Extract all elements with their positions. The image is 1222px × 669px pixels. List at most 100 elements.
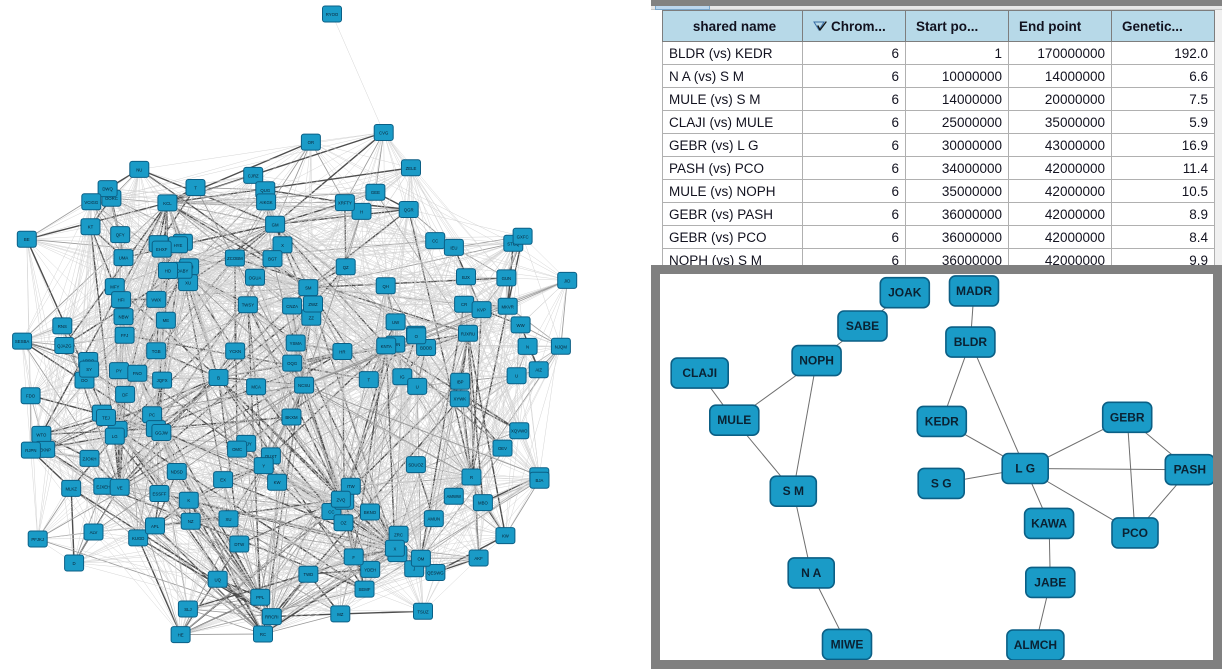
svg-text:YDEH: YDEH bbox=[364, 567, 376, 572]
svg-text:L G: L G bbox=[1015, 462, 1035, 476]
svg-text:VE: VE bbox=[117, 485, 123, 490]
svg-text:ZELE: ZELE bbox=[406, 166, 417, 171]
svg-text:PASH: PASH bbox=[1174, 463, 1206, 477]
svg-text:AMUN: AMUN bbox=[427, 517, 440, 522]
svg-text:WTO: WTO bbox=[36, 432, 47, 437]
svg-text:SLJ: SLJ bbox=[184, 607, 191, 612]
svg-text:EX: EX bbox=[220, 478, 226, 483]
svg-text:SY: SY bbox=[86, 367, 92, 372]
svg-text:NJQM: NJQM bbox=[555, 344, 568, 349]
svg-text:SEMF: SEMF bbox=[359, 587, 371, 592]
svg-text:GUN: GUN bbox=[502, 276, 512, 281]
svg-text:FNO: FNO bbox=[133, 371, 143, 376]
svg-text:HE: HE bbox=[178, 633, 184, 638]
svg-text:KT: KT bbox=[88, 225, 94, 230]
svg-text:FDO: FDO bbox=[26, 394, 36, 399]
svg-text:YSMA: YSMA bbox=[290, 341, 302, 346]
svg-text:Y: Y bbox=[262, 464, 265, 469]
svg-text:OR: OR bbox=[308, 140, 314, 145]
svg-text:CNZA: CNZA bbox=[286, 304, 298, 309]
svg-text:XU: XU bbox=[226, 517, 232, 522]
svg-text:S G: S G bbox=[931, 476, 952, 490]
svg-text:MLKZ: MLKZ bbox=[65, 486, 77, 491]
svg-text:RJPN: RJPN bbox=[25, 448, 36, 453]
svg-text:XYWK: XYWK bbox=[453, 397, 466, 402]
svg-text:JOAK: JOAK bbox=[888, 286, 922, 300]
svg-text:EKNP: EKNP bbox=[39, 447, 51, 452]
svg-text:ESSFF: ESSFF bbox=[152, 492, 166, 497]
svg-text:BGT: BGT bbox=[268, 257, 277, 262]
svg-text:TGB: TGB bbox=[152, 349, 161, 354]
svg-text:KVP: KVP bbox=[477, 308, 486, 313]
svg-text:JQFX: JQFX bbox=[157, 378, 168, 383]
svg-text:LG: LG bbox=[112, 434, 118, 439]
svg-text:RYOO: RYOO bbox=[326, 12, 339, 17]
svg-text:APL: APL bbox=[151, 524, 160, 529]
svg-text:MULE: MULE bbox=[717, 413, 751, 427]
svg-text:AMWW: AMWW bbox=[447, 494, 463, 499]
svg-text:MZ: MZ bbox=[337, 612, 344, 617]
svg-text:QFY: QFY bbox=[116, 233, 125, 238]
svg-text:MBO: MBO bbox=[478, 501, 488, 506]
svg-text:MKVR: MKVR bbox=[501, 304, 513, 309]
svg-text:AIKGK: AIKGK bbox=[260, 200, 273, 205]
svg-text:SM: SM bbox=[305, 286, 312, 291]
svg-text:ZZ: ZZ bbox=[309, 315, 315, 320]
svg-text:WW: WW bbox=[517, 323, 526, 328]
svg-text:TWD: TWD bbox=[304, 572, 314, 577]
svg-text:R: R bbox=[470, 475, 473, 480]
svg-text:RJXRU: RJXRU bbox=[461, 331, 475, 336]
svg-text:XU: XU bbox=[185, 281, 191, 286]
svg-text:GXFC: GXFC bbox=[517, 234, 529, 239]
svg-text:PCO: PCO bbox=[1122, 526, 1148, 540]
svg-text:BKXM: BKXM bbox=[285, 415, 298, 420]
svg-text:XQVWO: XQVWO bbox=[511, 429, 528, 434]
svg-text:CJRZ: CJRZ bbox=[248, 173, 259, 178]
svg-text:CVG: CVG bbox=[379, 131, 389, 136]
svg-text:CLAJI: CLAJI bbox=[682, 366, 717, 380]
svg-text:EJXEH: EJXEH bbox=[96, 484, 110, 489]
svg-text:NCSU: NCSU bbox=[298, 383, 310, 388]
svg-text:BLDR: BLDR bbox=[954, 335, 988, 349]
svg-text:ITW: ITW bbox=[347, 484, 356, 489]
svg-text:B: B bbox=[217, 376, 220, 381]
svg-text:SABE: SABE bbox=[846, 319, 879, 333]
svg-text:RC: RC bbox=[260, 632, 266, 637]
svg-text:KW: KW bbox=[502, 534, 510, 539]
svg-text:MADR: MADR bbox=[956, 284, 992, 298]
svg-text:CR: CR bbox=[461, 302, 467, 307]
svg-text:ZCOBM: ZCOBM bbox=[227, 256, 243, 261]
svg-text:IEU: IEU bbox=[450, 245, 457, 250]
svg-text:YCKN: YCKN bbox=[229, 349, 241, 354]
svg-text:EHXF: EHXF bbox=[156, 247, 168, 252]
svg-text:QZ: QZ bbox=[343, 265, 349, 270]
svg-text:AKF: AKF bbox=[474, 556, 483, 561]
svg-text:XRFTY: XRFTY bbox=[338, 201, 352, 206]
svg-text:OZ: OZ bbox=[341, 521, 347, 526]
svg-text:T: T bbox=[367, 378, 370, 383]
svg-text:U: U bbox=[515, 374, 518, 379]
svg-text:QJAZG: QJAZG bbox=[57, 344, 72, 349]
svg-text:BJA: BJA bbox=[536, 478, 544, 483]
svg-text:KAWA: KAWA bbox=[1031, 516, 1067, 530]
svg-text:VCIGG: VCIGG bbox=[84, 200, 99, 205]
svg-text:GEBR: GEBR bbox=[1110, 410, 1145, 424]
svg-text:FFJ: FFJ bbox=[121, 333, 128, 338]
svg-text:TWSY: TWSY bbox=[242, 303, 255, 308]
svg-text:PY: PY bbox=[116, 369, 122, 374]
svg-text:DTW: DTW bbox=[234, 542, 245, 547]
svg-text:DO: DO bbox=[81, 378, 88, 383]
svg-text:KEDR: KEDR bbox=[925, 414, 959, 428]
svg-text:QUG: QUG bbox=[260, 188, 270, 193]
svg-text:GM: GM bbox=[272, 222, 279, 227]
svg-text:H: H bbox=[360, 209, 363, 214]
svg-text:DF: DF bbox=[122, 392, 128, 397]
svg-text:KNTA: KNTA bbox=[381, 344, 392, 349]
svg-text:RRCRI: RRCRI bbox=[265, 615, 279, 620]
svg-text:NDSD: NDSD bbox=[171, 470, 183, 475]
svg-text:CC: CC bbox=[432, 239, 438, 244]
svg-text:ZJOKH: ZJOKH bbox=[82, 456, 96, 461]
svg-text:RNS: RNS bbox=[58, 324, 67, 329]
svg-text:GEE: GEE bbox=[371, 190, 380, 195]
svg-text:PC: PC bbox=[149, 413, 155, 418]
